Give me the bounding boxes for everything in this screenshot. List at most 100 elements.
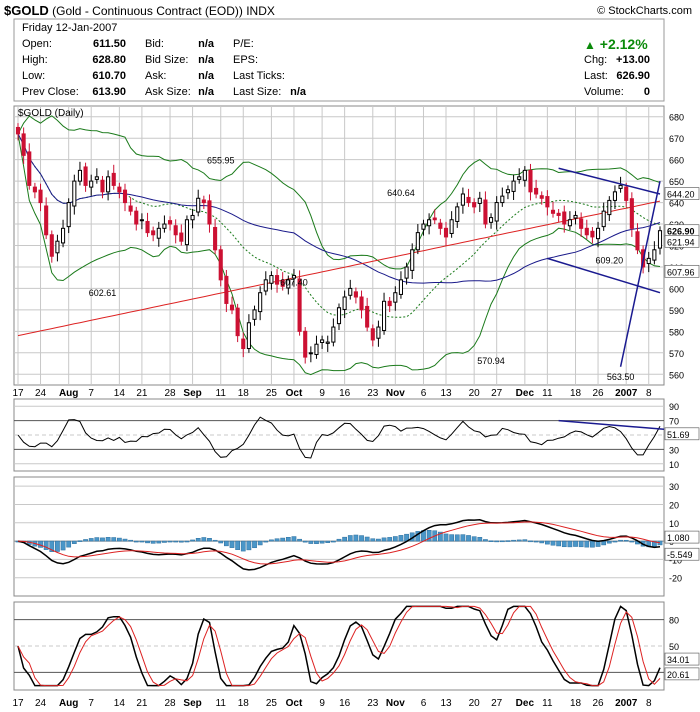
low-value: 610.70 — [92, 70, 126, 82]
candle-body — [207, 200, 212, 225]
macd-histogram-bar — [173, 540, 179, 543]
macd-histogram-bar — [584, 540, 590, 548]
rsi-last-value: 51.69 — [667, 430, 690, 440]
candle-body — [66, 202, 71, 228]
candle-body — [269, 275, 274, 284]
candle-body — [398, 279, 404, 295]
macd-histogram-bar — [483, 539, 488, 542]
candle-body — [359, 296, 364, 311]
macd-histogram-bar — [454, 534, 460, 542]
candle-body — [258, 292, 263, 313]
last-value-tag — [664, 187, 700, 200]
macd-histogram-bar — [184, 540, 190, 543]
candle-body — [218, 249, 223, 281]
macd-histogram-bar — [257, 540, 263, 546]
candle-body — [196, 197, 201, 213]
instrument-name: (Gold - Continuous Contract (EOD)) — [52, 4, 243, 18]
candle-body — [353, 291, 358, 298]
macd-histogram-bar — [246, 540, 252, 551]
macd-histogram-bar — [618, 539, 623, 542]
candle-body — [348, 287, 353, 296]
macd-histogram-bar — [167, 540, 173, 543]
candle-body — [134, 210, 139, 225]
macd-histogram-bar — [398, 535, 404, 542]
stochastic-last-tag — [664, 652, 700, 666]
candle-body — [286, 279, 291, 289]
x-axis-label: 25 — [266, 388, 278, 399]
candle-body — [556, 212, 561, 216]
macd-histogram-bar — [285, 537, 291, 542]
macd-last-tag — [664, 530, 700, 544]
macd-histogram-bar — [550, 540, 556, 546]
prev-close-label: Prev Close: — [22, 86, 79, 98]
macd-histogram-bar — [111, 537, 117, 542]
price-annotation: 655.95 — [207, 155, 235, 165]
macd-histogram-bar — [291, 536, 297, 542]
x-axis-label: 7 — [88, 388, 94, 399]
price-y-tick: 640 — [669, 199, 684, 209]
copyright: © StockCharts.com — [597, 5, 692, 17]
x-axis-label: 14 — [114, 388, 126, 399]
last-label: Last: — [584, 70, 608, 82]
x-axis-label: 18 — [570, 698, 582, 709]
candle-body — [438, 222, 443, 229]
macd-histogram-bar — [612, 540, 618, 543]
macd-histogram-bar — [195, 538, 201, 542]
macd-histogram-bar — [156, 540, 162, 544]
bid-size-value: n/a — [198, 54, 214, 66]
macd-histogram-bar — [133, 540, 139, 543]
bid-label: Bid: — [145, 38, 164, 50]
price-annotation: 570.94 — [477, 356, 505, 366]
macd-histogram-bar — [590, 540, 595, 548]
candle-body — [573, 214, 578, 219]
candle-body — [421, 223, 426, 230]
candle-body — [128, 205, 133, 212]
macd-histogram-bar — [145, 540, 150, 544]
candle-body — [607, 199, 612, 216]
macd-histogram-bar — [314, 540, 319, 544]
x-axis-label: 2007 — [615, 388, 638, 399]
rising-trendline — [619, 180, 661, 367]
macd-histogram-bar — [561, 540, 567, 548]
macd-histogram-bar — [376, 538, 381, 542]
bid-value: n/a — [198, 38, 214, 50]
price-panel-label: $GOLD (Daily) — [18, 108, 84, 119]
x-axis-label: 18 — [238, 698, 250, 709]
macd-histogram-bar — [269, 539, 274, 542]
x-axis-label: 23 — [367, 388, 379, 399]
macd-plot-area — [13, 476, 665, 597]
candle-body — [370, 328, 375, 341]
macd-y-tick: 20 — [669, 500, 679, 510]
candle-body — [427, 219, 432, 227]
pe-label: P/E: — [233, 38, 254, 50]
price-y-tick: 580 — [669, 327, 684, 337]
chg-value: +13.00 — [616, 54, 650, 66]
macd-histogram-bar — [190, 539, 195, 542]
macd-y-tick: 10 — [669, 519, 679, 529]
macd-histogram-bar — [223, 540, 229, 547]
stochastic-last-value: 34.01 — [667, 655, 690, 665]
x-axis-label: 13 — [440, 388, 452, 399]
candle-body — [528, 169, 533, 193]
candle-body — [77, 169, 83, 182]
x-axis-label: Oct — [286, 698, 303, 709]
candle-body — [494, 202, 499, 222]
candle-body — [657, 230, 663, 249]
macd-histogram-bar — [83, 539, 88, 542]
macd-histogram-bar — [297, 538, 302, 542]
macd-histogram-bar — [274, 538, 280, 542]
x-axis-label: 21 — [136, 388, 148, 399]
candle-body — [449, 219, 454, 234]
candle-body — [21, 133, 26, 156]
rsi-trendline — [558, 419, 665, 430]
bid-size-label: Bid Size: — [145, 54, 189, 66]
macd-histogram-bar — [128, 539, 134, 542]
candle-body — [297, 278, 302, 332]
x-axis-label: Aug — [59, 698, 78, 709]
x-axis-label: 14 — [114, 698, 126, 709]
stochastic-panel: 20 50 80 34.01 20.61 17 24 Aug 7 14 21 28 Sep 11 18 25 O… — [12, 601, 700, 709]
candle-body — [472, 202, 477, 208]
candle-body — [539, 195, 544, 199]
macd-histogram-bar — [122, 538, 128, 542]
macd-histogram-bar — [207, 538, 212, 542]
